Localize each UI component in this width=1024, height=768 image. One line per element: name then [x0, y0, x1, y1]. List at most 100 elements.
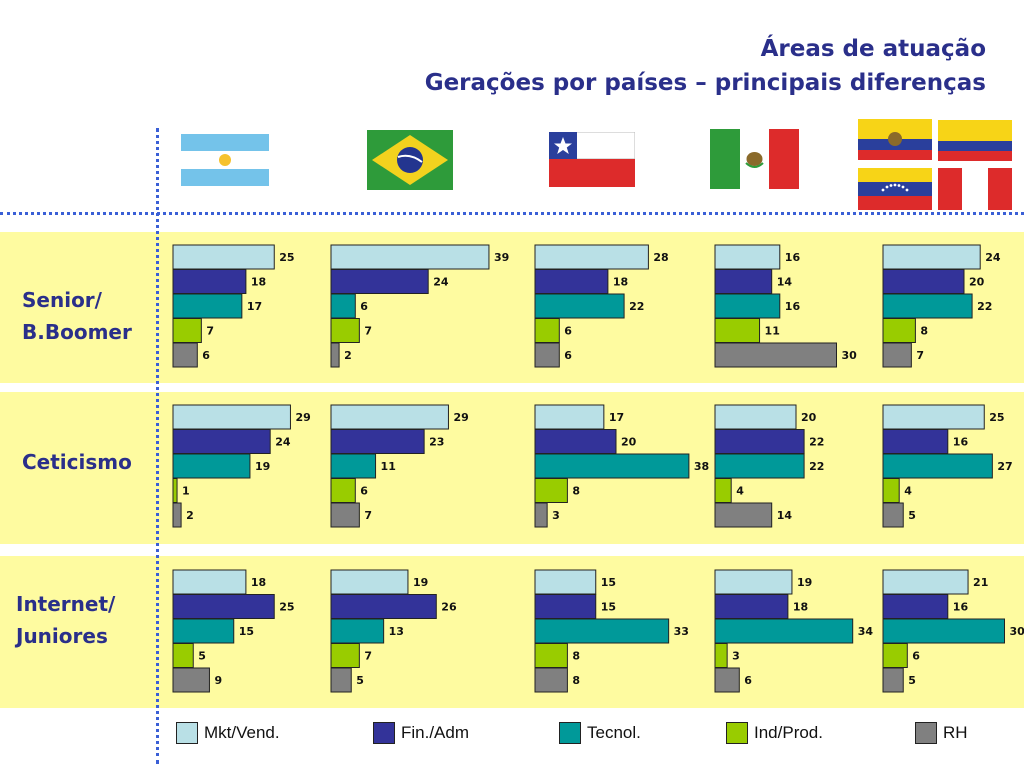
- bar-value-label: 8: [572, 650, 580, 663]
- bar: [882, 318, 916, 343]
- bar: [330, 502, 360, 528]
- bar: [714, 429, 805, 454]
- bar: [172, 667, 210, 693]
- bar: [172, 318, 202, 343]
- bar: [534, 667, 568, 693]
- bar-value-label: 6: [912, 650, 920, 663]
- legend-swatch-mkt: [176, 722, 198, 744]
- legend-item-mkt: Mkt/Vend.: [176, 720, 280, 746]
- bar: [534, 453, 690, 479]
- bar-value-label: 33: [674, 625, 689, 638]
- bar: [172, 269, 247, 294]
- legend-swatch-fin: [373, 722, 395, 744]
- bar-value-label: 5: [198, 650, 206, 663]
- bar: [534, 404, 605, 430]
- bar: [882, 618, 1005, 644]
- bar: [172, 643, 194, 668]
- bar-value-label: 7: [916, 349, 924, 362]
- bar-value-label: 20: [801, 411, 817, 424]
- bar-value-label: 4: [904, 485, 912, 498]
- bar-value-label: 25: [989, 411, 1004, 424]
- bar-value-label: 5: [356, 674, 364, 687]
- bar-value-label: 25: [279, 251, 294, 264]
- bar: [534, 429, 617, 454]
- legend-item-rh: RH: [915, 720, 968, 746]
- bar-value-label: 7: [364, 650, 372, 663]
- bar-value-label: 30: [842, 349, 858, 362]
- bar-value-label: 5: [908, 509, 916, 522]
- bar-value-label: 7: [364, 509, 372, 522]
- legend-item-ind: Ind/Prod.: [726, 720, 823, 746]
- title-line-1: Áreas de atuação: [760, 36, 986, 62]
- bar-value-label: 6: [744, 674, 752, 687]
- bar-value-label: 8: [920, 325, 928, 338]
- bar-value-label: 28: [653, 251, 668, 264]
- bar-value-label: 2: [186, 509, 194, 522]
- bar: [714, 569, 793, 595]
- bar-value-label: 6: [564, 325, 572, 338]
- legend-label: Ind/Prod.: [754, 723, 823, 742]
- bar: [330, 429, 425, 454]
- bar: [330, 594, 437, 619]
- header-divider: [0, 212, 1024, 215]
- bar-value-label: 3: [732, 650, 740, 663]
- bar: [882, 244, 981, 270]
- bar-value-label: 7: [206, 325, 214, 338]
- bar: [882, 569, 969, 595]
- bar: [330, 667, 352, 693]
- bar: [172, 404, 291, 430]
- bar: [714, 342, 837, 368]
- bar-value-label: 1: [182, 485, 190, 498]
- bar-value-label: 39: [494, 251, 509, 264]
- bar: [882, 502, 904, 528]
- bar: [330, 244, 490, 270]
- bar: [714, 244, 781, 270]
- legend-label: RH: [943, 723, 968, 742]
- bar-value-label: 29: [453, 411, 468, 424]
- bar-value-label: 25: [279, 601, 294, 614]
- bar: [172, 342, 198, 368]
- legend-label: Fin./Adm: [401, 723, 470, 742]
- bar-value-label: 13: [389, 625, 404, 638]
- bar: [330, 318, 360, 343]
- bar-value-label: 11: [381, 460, 396, 473]
- row-label-line: Juniores: [16, 624, 108, 648]
- bar: [714, 453, 805, 479]
- legend-label: Tecnol.: [587, 723, 641, 742]
- bar-value-label: 8: [572, 485, 580, 498]
- bar-value-label: 17: [609, 411, 624, 424]
- bar: [172, 429, 271, 454]
- bar: [172, 293, 243, 319]
- bar-value-label: 6: [360, 300, 368, 313]
- bar: [172, 569, 247, 595]
- bar-value-label: 11: [765, 325, 780, 338]
- row-band-ceticismo: [0, 392, 1024, 544]
- bar: [882, 293, 973, 319]
- peru-flag: [938, 168, 1012, 210]
- bar-value-label: 18: [251, 576, 266, 589]
- bar: [534, 318, 560, 343]
- bar: [534, 293, 625, 319]
- bar-value-label: 18: [251, 276, 266, 289]
- bar: [330, 269, 429, 294]
- bar: [330, 569, 409, 595]
- bar: [534, 269, 609, 294]
- bar: [534, 594, 597, 619]
- bar: [330, 643, 360, 668]
- bar-value-label: 17: [247, 300, 262, 313]
- bar: [882, 404, 985, 430]
- bar: [882, 643, 908, 668]
- bar: [882, 342, 912, 368]
- bar: [714, 318, 761, 343]
- bar: [172, 453, 251, 479]
- bar-value-label: 6: [360, 485, 368, 498]
- title-line-2: Gerações por países – principais diferen…: [424, 70, 986, 96]
- row-label-line: B.Boomer: [22, 320, 132, 344]
- bar-value-label: 14: [777, 276, 793, 289]
- legend-swatch-ind: [726, 722, 748, 744]
- legend-label: Mkt/Vend.: [204, 723, 280, 742]
- bar-value-label: 27: [997, 460, 1012, 473]
- bar: [330, 342, 340, 368]
- bar: [534, 569, 597, 595]
